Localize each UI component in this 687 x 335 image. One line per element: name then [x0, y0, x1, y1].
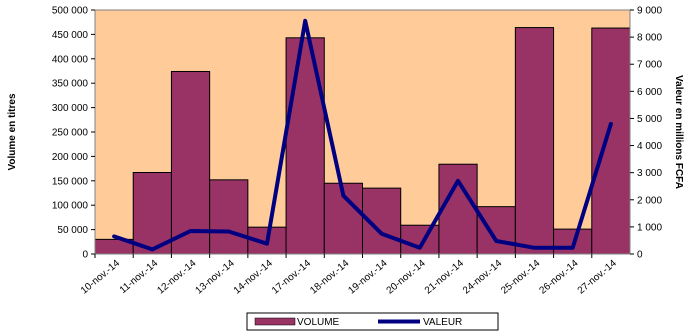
x-tick-label: 11-nov.-14 [118, 258, 161, 296]
bar-volume-12-nov.-14 [170, 70, 211, 255]
x-tick-label: 12-nov.-14 [155, 258, 198, 297]
y2-tick-label: 3 000 [637, 168, 662, 179]
bar-volume-17-nov.-14 [285, 37, 325, 255]
y-tick-label: 150 000 [52, 176, 89, 187]
y-tick-label: 0 [82, 250, 88, 261]
y-tick-label: 350 000 [52, 79, 89, 90]
x-tick-label: 18-nov.-14 [308, 258, 351, 297]
bar-volume-26-nov.-14 [553, 228, 593, 255]
legend-label-valeur: VALEUR [423, 317, 462, 328]
x-tick-label: 10-nov.-14 [79, 258, 122, 297]
bar-volume-27-nov.-14 [591, 27, 631, 255]
y-tick-label: 250 000 [52, 128, 89, 139]
x-tick-label: 14-nov.-14 [232, 258, 275, 297]
y2-tick-label: 9 000 [637, 6, 662, 17]
legend: VOLUME VALEUR [246, 312, 499, 331]
y-axis-left: 0 50 000 100 000 150 000 200 000 250 000 300 0… [52, 6, 95, 261]
x-tick-label: 20-nov.-14 [385, 258, 428, 297]
y2-tick-label: 5 000 [637, 114, 662, 125]
x-tick-label: 24-nov.-14 [461, 258, 504, 297]
x-tick-label: 19-nov.-14 [346, 258, 389, 297]
y-axis-right: 0 1 000 2 000 3 000 4 000 5 000 6 000 7 000 8 00… [630, 6, 662, 261]
y2-tick-label: 8 000 [637, 33, 662, 44]
legend-box [246, 312, 499, 331]
y-tick-label: 300 000 [52, 103, 89, 114]
x-tick-label: 25-nov.-14 [499, 258, 542, 297]
y-axis-title-right: Valeur en millions FCFA [673, 75, 684, 189]
bar-volume-25-nov.-14 [514, 27, 555, 255]
y-tick-label: 450 000 [52, 30, 89, 41]
bar-volume-21-nov.-14 [438, 163, 478, 255]
y2-tick-label: 7 000 [637, 60, 662, 71]
legend-swatch-volume [254, 317, 296, 326]
y-tick-label: 200 000 [52, 152, 89, 163]
x-tick-label: 13-nov.-14 [194, 258, 237, 297]
y-axis-title-left: Volume en titres [7, 93, 18, 170]
x-tick-label: 27-nov.-14 [576, 258, 619, 297]
y-tick-label: 50 000 [57, 225, 88, 236]
y2-tick-label: 1 000 [637, 222, 662, 233]
bar-volume-13-nov.-14 [209, 179, 249, 255]
y-tick-label: 100 000 [52, 201, 89, 212]
y2-tick-label: 0 [637, 250, 643, 261]
bars-layer [94, 27, 631, 255]
valeur-series-line [112, 18, 613, 252]
y-tick-label: 400 000 [52, 54, 89, 65]
y-tick-label: 500 000 [52, 6, 89, 17]
legend-label-volume: VOLUME [297, 317, 340, 328]
x-tick-label: 17-nov.-14 [270, 258, 313, 297]
y2-tick-label: 4 000 [637, 141, 662, 152]
y2-tick-label: 2 000 [637, 195, 662, 206]
y2-tick-label: 6 000 [637, 87, 662, 98]
x-axis: 10-nov.-1411-nov.-1412-nov.-1413-nov.-14… [79, 254, 619, 297]
x-tick-label: 26-nov.-14 [537, 258, 580, 297]
x-tick-label: 21-nov.-14 [423, 258, 466, 297]
bar-volume-24-nov.-14 [476, 206, 516, 255]
